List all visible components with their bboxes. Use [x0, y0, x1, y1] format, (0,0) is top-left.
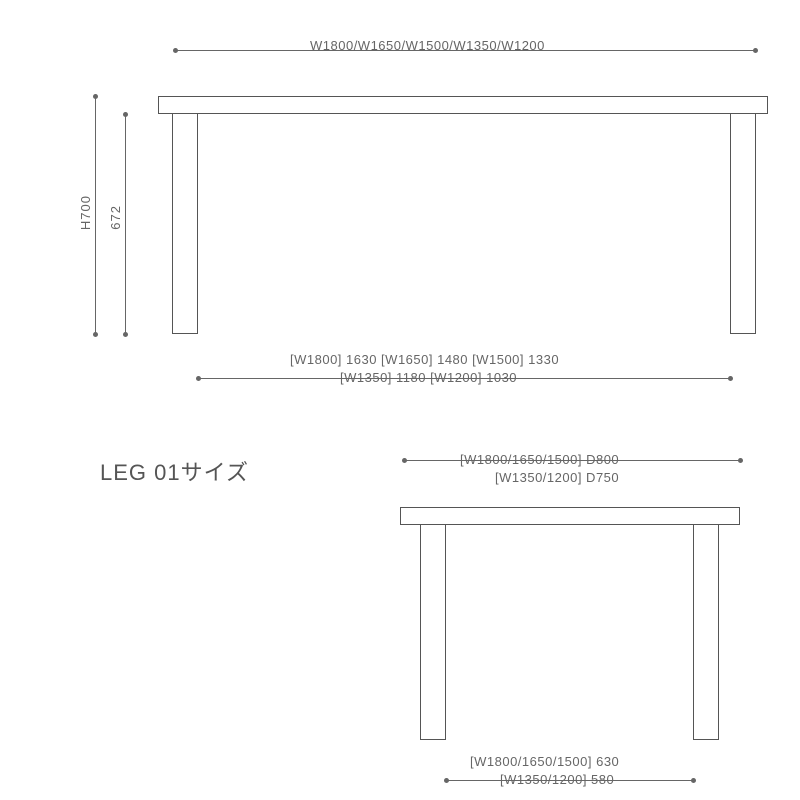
front-height-inner-dot-top — [123, 112, 128, 117]
front-height-outer-dot-top — [93, 94, 98, 99]
side-bottom-label-1: [W1800/1650/1500] 630 — [470, 754, 619, 769]
front-height-outer-label: H700 — [78, 195, 93, 230]
front-table-leg-left — [172, 114, 198, 334]
side-top-dim-dot-left — [402, 458, 407, 463]
side-table-leg-right — [693, 525, 719, 740]
front-bottom-label-1: [W1800] 1630 [W1650] 1480 [W1500] 1330 — [290, 352, 559, 367]
front-height-outer-line — [95, 96, 96, 334]
diagram-title: LEG 01サイズ — [100, 455, 249, 487]
side-top-label-1: [W1800/1650/1500] D800 — [460, 452, 619, 467]
front-bottom-dim-dot-left — [196, 376, 201, 381]
front-top-dim-dot-left — [173, 48, 178, 53]
front-top-width-label: W1800/W1650/W1500/W1350/W1200 — [310, 38, 545, 53]
front-table-top — [158, 96, 768, 114]
side-bottom-dim-dot-right — [691, 778, 696, 783]
front-height-inner-dot-bottom — [123, 332, 128, 337]
side-top-label-2: [W1350/1200] D750 — [495, 470, 619, 485]
front-height-inner-label: 672 — [108, 205, 123, 230]
side-top-dim-dot-right — [738, 458, 743, 463]
side-bottom-label-2: [W1350/1200] 580 — [500, 772, 614, 787]
front-top-dim-dot-right — [753, 48, 758, 53]
front-height-outer-dot-bottom — [93, 332, 98, 337]
side-table-top — [400, 507, 740, 525]
front-bottom-label-2: [W1350] 1180 [W1200] 1030 — [340, 370, 517, 385]
side-table-leg-left — [420, 525, 446, 740]
front-height-inner-line — [125, 114, 126, 334]
front-bottom-dim-dot-right — [728, 376, 733, 381]
side-bottom-dim-dot-left — [444, 778, 449, 783]
front-table-leg-right — [730, 114, 756, 334]
